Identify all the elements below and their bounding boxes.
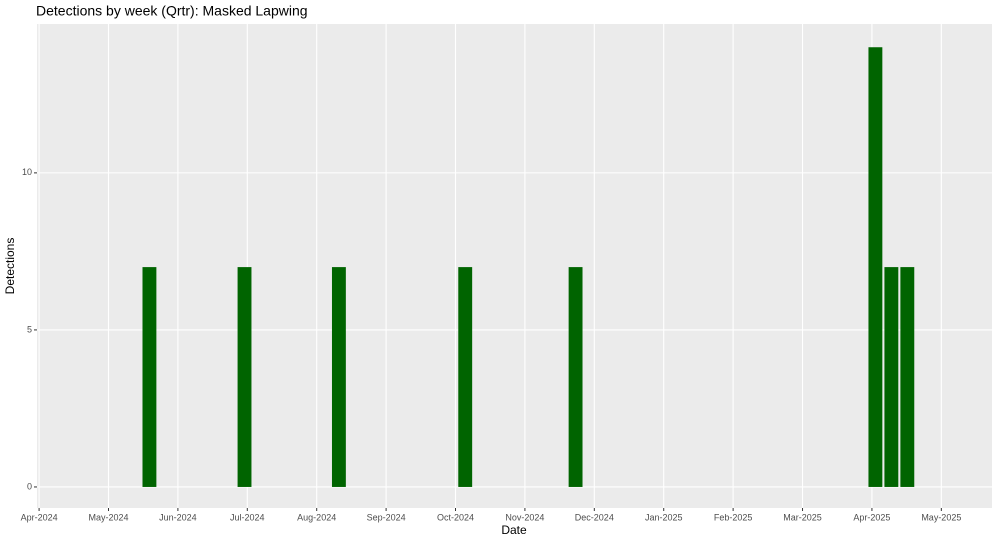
y-tick-label: 5 xyxy=(27,324,32,334)
x-tick-label: Nov-2024 xyxy=(505,512,544,522)
y-axis-title: Detections xyxy=(3,238,17,295)
x-tick-label: May-2025 xyxy=(921,512,961,522)
bar xyxy=(568,267,583,487)
bar xyxy=(868,47,883,487)
x-tick-label: May-2024 xyxy=(88,512,128,522)
y-tick-label: 0 xyxy=(27,481,32,491)
x-tick-label: Oct-2024 xyxy=(437,512,474,522)
x-tick-label: Sep-2024 xyxy=(367,512,406,522)
y-tick-label: 10 xyxy=(22,167,32,177)
x-tick-label: Feb-2025 xyxy=(714,512,753,522)
x-tick-label: Jun-2024 xyxy=(159,512,197,522)
x-tick-label: Apr-2024 xyxy=(21,512,58,522)
panel xyxy=(37,24,992,508)
bar xyxy=(331,267,346,487)
x-tick-label: Jul-2024 xyxy=(230,512,265,522)
bar xyxy=(884,267,899,487)
chart-title: Detections by week (Qrtr): Masked Lapwin… xyxy=(36,3,308,19)
x-tick-label: Aug-2024 xyxy=(297,512,336,522)
x-tick-label: Mar-2025 xyxy=(783,512,822,522)
bar xyxy=(142,267,157,487)
bar xyxy=(237,267,252,487)
x-tick-label: Dec-2024 xyxy=(575,512,614,522)
x-tick-label: Apr-2025 xyxy=(853,512,890,522)
x-axis-title: Date xyxy=(501,523,527,537)
bar xyxy=(900,267,915,487)
bar xyxy=(458,267,473,487)
x-tick-label: Jan-2025 xyxy=(645,512,683,522)
